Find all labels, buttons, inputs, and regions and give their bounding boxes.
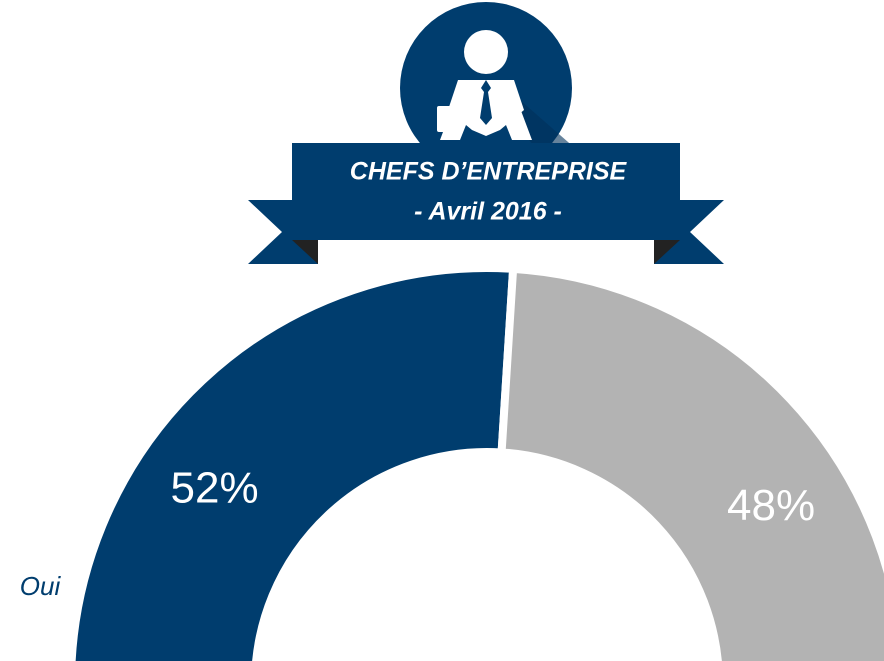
value-label: 52% [171,463,259,512]
slice [67,264,518,661]
value-label: 48% [727,481,815,530]
category-label: Oui [20,571,62,601]
slice [497,264,884,661]
icon [400,2,600,175]
ribbon [248,143,724,264]
chart-subtitle: - Avril 2016 - [414,198,562,226]
chart-title: CHEFS D’ENTREPRISE [350,158,628,186]
